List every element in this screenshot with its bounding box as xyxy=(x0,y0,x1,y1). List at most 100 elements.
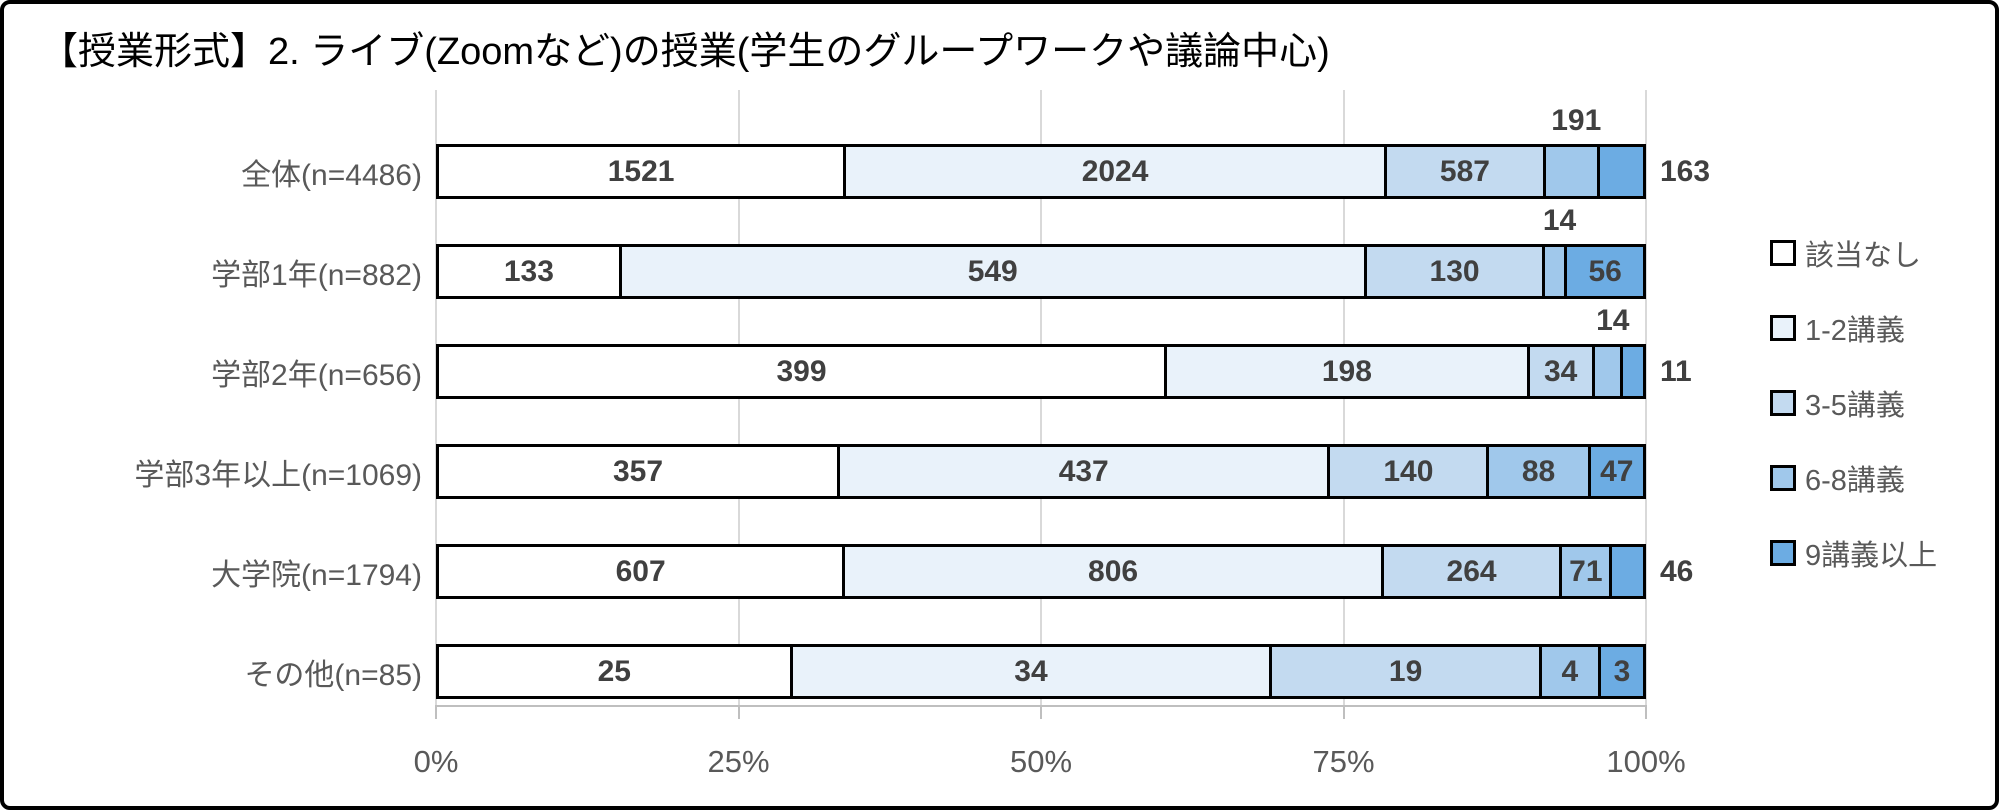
bar-segment xyxy=(1545,247,1568,296)
bar-segment: 19 xyxy=(1272,647,1542,696)
bar-segment xyxy=(1594,347,1624,396)
bar-segment: 133 xyxy=(439,247,622,296)
bar-segment: 399 xyxy=(439,347,1168,396)
bar-segment: 34 xyxy=(1529,347,1595,396)
bar-segment: 34 xyxy=(792,647,1273,696)
legend: 該当なし 1-2講義 3-5講義 6-8講義 9講義以上 xyxy=(1770,238,1937,613)
value-label: 140 xyxy=(1383,454,1434,488)
bar-row: 1521 2024 587 xyxy=(436,144,1646,199)
x-axis-tick xyxy=(1342,705,1345,719)
legend-swatch xyxy=(1770,465,1796,491)
value-label-above: 14 xyxy=(1542,204,1577,237)
legend-item: 該当なし xyxy=(1770,238,1937,272)
legend-swatch xyxy=(1770,315,1796,341)
value-label: 130 xyxy=(1429,254,1480,288)
bar-segment: 587 xyxy=(1386,147,1546,196)
bar-segment xyxy=(1612,547,1643,596)
value-label-above: 191 xyxy=(1551,104,1602,137)
plot-area: 0% 25% 50% 75% 100% 全体(n=4486) 191 163 1521 2024 5… xyxy=(4,4,1995,806)
bar-segment: 3 xyxy=(1600,647,1644,696)
value-label-outside: 46 xyxy=(1660,554,1694,588)
value-label: 399 xyxy=(776,354,827,388)
value-label-above: 14 xyxy=(1596,304,1630,337)
row-label: 大学院(n=1794) xyxy=(211,558,422,592)
bar-segment: 56 xyxy=(1567,247,1643,296)
x-tick-label: 25% xyxy=(707,744,770,779)
chart-title: 【授業形式】2. ライブ(Zoomなど)の授業(学生のグループワークや議論中心) xyxy=(40,31,1330,73)
bar-segment: 1521 xyxy=(439,147,847,196)
bar-row: 607 806 264 71 xyxy=(436,544,1646,599)
legend-swatch xyxy=(1770,240,1796,266)
legend-label: 3-5講義 xyxy=(1805,390,1905,422)
bar-segment: 4 xyxy=(1541,647,1601,696)
x-tick-label: 0% xyxy=(413,744,459,779)
value-label: 19 xyxy=(1388,654,1423,688)
bar-segment: 549 xyxy=(621,247,1367,296)
legend-label: 9講義以上 xyxy=(1805,540,1938,572)
x-axis-tick xyxy=(1645,705,1647,719)
legend-label: 該当なし xyxy=(1805,240,1922,272)
bar-row: 25 34 19 4 3 xyxy=(436,644,1646,699)
value-label: 4 xyxy=(1561,654,1579,688)
bar-segment: 806 xyxy=(845,547,1384,596)
legend-item: 6-8講義 xyxy=(1770,463,1937,497)
value-label: 1521 xyxy=(607,154,675,188)
value-label: 56 xyxy=(1588,254,1622,288)
x-tick-label: 50% xyxy=(1009,744,1073,779)
bar-segment: 2024 xyxy=(846,147,1387,196)
bar-segment: 357 xyxy=(439,447,841,496)
value-label: 806 xyxy=(1088,554,1139,588)
x-tick-label: 75% xyxy=(1312,744,1375,779)
value-label: 198 xyxy=(1321,354,1372,388)
value-label: 3 xyxy=(1613,654,1631,688)
bar-segment: 264 xyxy=(1383,547,1563,596)
bar-segment: 71 xyxy=(1562,547,1613,596)
bar-segment: 437 xyxy=(840,447,1331,496)
x-axis-tick xyxy=(1040,705,1042,719)
value-label-outside: 163 xyxy=(1660,154,1711,188)
x-tick-label: 100% xyxy=(1606,744,1686,779)
value-label: 25 xyxy=(597,654,631,688)
bar-segment: 198 xyxy=(1167,347,1530,396)
bar-segment: 47 xyxy=(1590,447,1643,496)
bar-segment: 130 xyxy=(1366,247,1546,296)
row-label: 学部2年(n=656) xyxy=(211,358,422,392)
gridline xyxy=(1645,90,1647,705)
legend-swatch xyxy=(1770,390,1796,416)
bar-segment: 140 xyxy=(1330,447,1490,496)
value-label: 437 xyxy=(1058,454,1109,488)
value-label: 71 xyxy=(1569,554,1603,588)
value-label: 47 xyxy=(1600,454,1634,488)
row-label: 学部3年以上(n=1069) xyxy=(134,458,422,492)
bar-segment: 25 xyxy=(439,647,793,696)
value-label-outside: 11 xyxy=(1660,354,1692,388)
legend-item: 3-5講義 xyxy=(1770,388,1937,422)
value-label: 607 xyxy=(615,554,666,588)
value-label: 34 xyxy=(1014,654,1048,688)
x-axis-tick xyxy=(737,705,740,719)
legend-item: 1-2講義 xyxy=(1770,313,1937,347)
bar-row: 133 549 130 56 xyxy=(436,244,1646,299)
bar-row: 357 437 140 88 47 xyxy=(436,444,1646,499)
row-label: 学部1年(n=882) xyxy=(211,258,422,292)
bar-segment xyxy=(1623,347,1643,396)
bar-segment: 607 xyxy=(439,547,846,596)
bar-segment xyxy=(1545,147,1600,196)
row-label: 全体(n=4486) xyxy=(241,158,422,192)
value-label: 34 xyxy=(1544,354,1578,388)
row-label: その他(n=85) xyxy=(244,658,422,692)
value-label: 88 xyxy=(1521,454,1556,488)
bar-segment: 88 xyxy=(1489,447,1591,496)
value-label: 2024 xyxy=(1081,154,1149,188)
value-label: 264 xyxy=(1446,554,1497,588)
bar-row: 399 198 34 xyxy=(436,344,1646,399)
value-label: 549 xyxy=(967,254,1018,288)
legend-item: 9講義以上 xyxy=(1770,538,1937,572)
value-label: 357 xyxy=(613,454,664,488)
value-label: 587 xyxy=(1439,154,1490,188)
legend-label: 1-2講義 xyxy=(1805,315,1905,347)
legend-swatch xyxy=(1770,540,1796,566)
legend-label: 6-8講義 xyxy=(1805,465,1905,497)
value-label: 133 xyxy=(503,254,554,288)
